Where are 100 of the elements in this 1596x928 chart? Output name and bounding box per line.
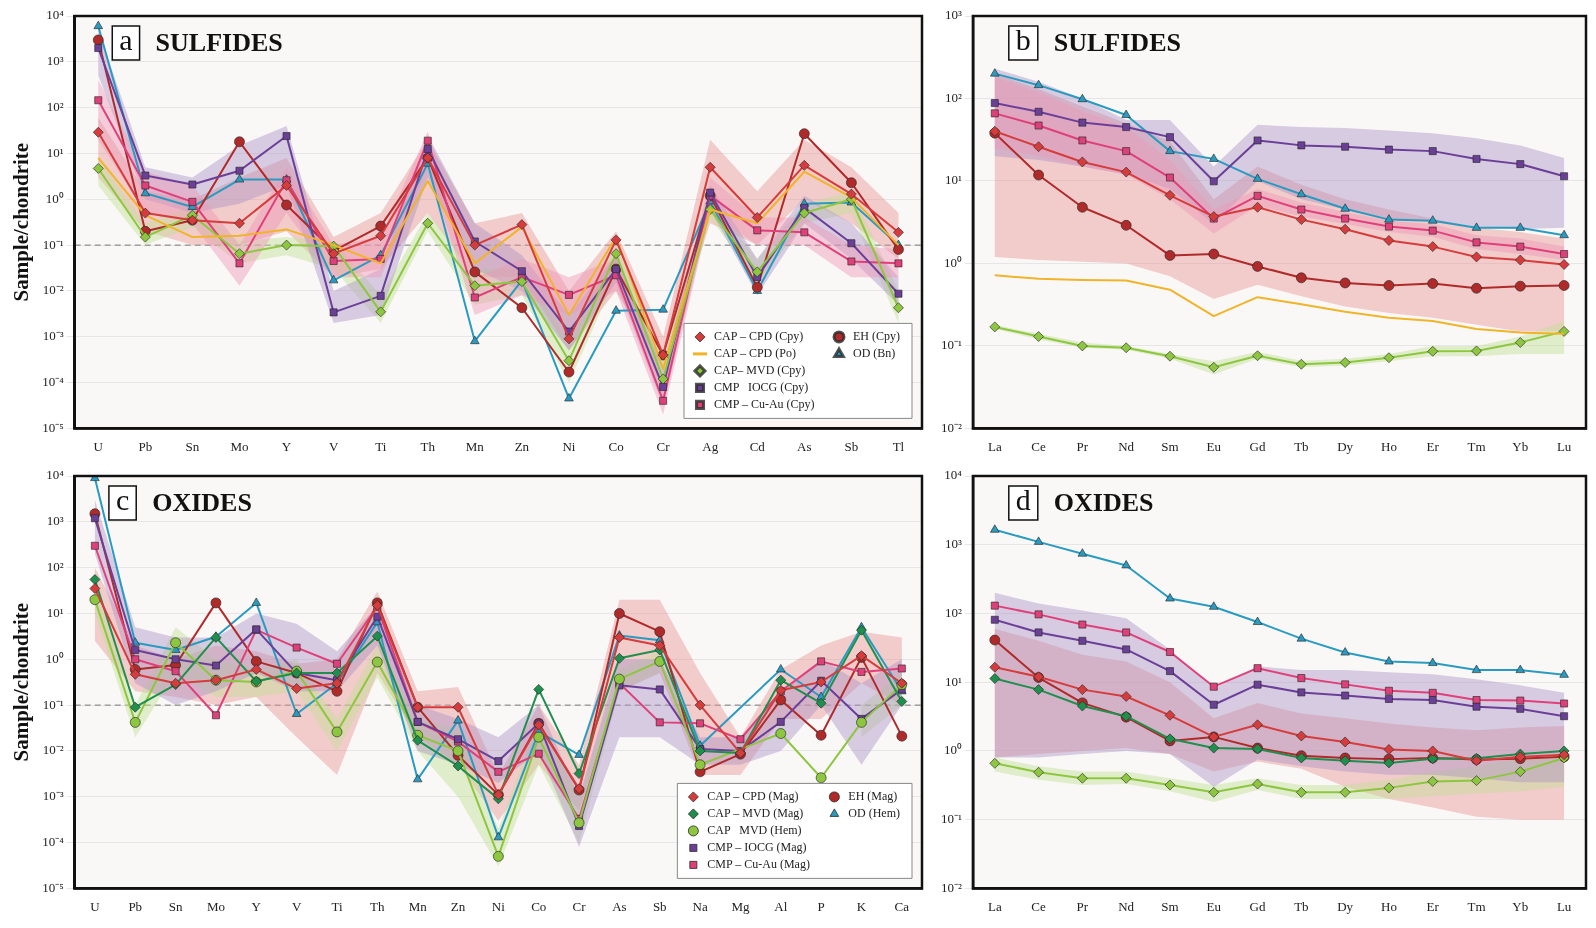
x-tick-label: Co xyxy=(608,438,624,454)
y-tick-label: 10² xyxy=(944,604,962,620)
x-tick-label: Yb xyxy=(1512,438,1529,454)
x-tick-label: Sb xyxy=(652,898,667,914)
x-tick-label: Tl xyxy=(892,438,905,454)
x-tick-label: Zn xyxy=(450,898,466,914)
x-tick-label: Pr xyxy=(1076,898,1089,914)
x-tick-label: La xyxy=(987,898,1002,914)
x-tick-label: Al xyxy=(774,898,788,914)
y-tick-label: 10⁻² xyxy=(42,742,64,758)
y-tick-label: 10⁰ xyxy=(45,650,64,666)
legend-label: CMP – Cu-Au (Mag) xyxy=(707,857,810,872)
x-tick-label: Zn xyxy=(514,438,530,454)
x-tick-label: Ni xyxy=(491,898,506,914)
x-tick-label: Co xyxy=(531,898,547,914)
x-tick-label: Ho xyxy=(1380,438,1397,454)
x-tick-label: Ca xyxy=(894,898,910,914)
text: SULFIDES xyxy=(1053,27,1181,57)
y-tick-label: 10¹ xyxy=(46,144,64,160)
y-tick-label: 10¹ xyxy=(944,673,962,689)
x-tick-label: Gd xyxy=(1249,438,1266,454)
y-tick-label: 10⁻¹ xyxy=(940,811,962,827)
x-tick-label: As xyxy=(612,898,627,914)
x-tick-label: Lu xyxy=(1556,898,1572,914)
legend-label: CMP – Cu-Au (Cpy) xyxy=(714,397,815,412)
annotation: c xyxy=(115,482,130,516)
y-axis-title: Sample/chondrite xyxy=(9,602,34,762)
x-tick-label: Pb xyxy=(138,438,153,454)
x-tick-label: Mn xyxy=(465,438,485,454)
legend-label: CMP IOCG (Cpy) xyxy=(714,380,809,395)
chart-title: OXIDES xyxy=(1053,487,1154,517)
x-tick-label: Gd xyxy=(1249,898,1266,914)
x-tick-label: Dy xyxy=(1337,438,1354,454)
y-tick-label: 10¹ xyxy=(944,172,962,188)
x-tick-label: Cr xyxy=(572,898,587,914)
y-tick-label: 10⁻⁴ xyxy=(42,374,65,389)
legend-label: CAP MVD (Hem) xyxy=(707,823,802,838)
x-tick-label: Tm xyxy=(1467,438,1486,454)
x-tick-label: Sm xyxy=(1161,898,1179,914)
x-tick-label: Mn xyxy=(408,898,428,914)
x-tick-label: Th xyxy=(370,898,386,914)
y-tick-label: 10¹ xyxy=(46,604,64,620)
x-tick-label: Yb xyxy=(1512,898,1529,914)
x-tick-label: Ce xyxy=(1031,898,1047,914)
x-tick-label: U xyxy=(93,438,104,454)
y-tick-label: 10⁻⁵ xyxy=(42,419,64,435)
text: OXIDES xyxy=(152,487,252,517)
x-tick-label: U xyxy=(90,898,101,914)
y-tick-label: 10⁻⁴ xyxy=(42,834,65,849)
legend-label: EH (Cpy) xyxy=(853,329,901,344)
x-tick-label: Er xyxy=(1426,438,1440,454)
x-tick-label: Tm xyxy=(1467,898,1486,914)
annotation: b xyxy=(1015,22,1031,56)
legend-label: CAP – MVD (Mag) xyxy=(707,806,804,821)
x-tick-label: Ti xyxy=(375,438,387,454)
y-tick-label: 10² xyxy=(46,559,64,575)
x-tick-label: Mo xyxy=(230,438,249,454)
y-tick-label: 10⁰ xyxy=(45,190,64,206)
x-tick-label: Lu xyxy=(1556,438,1572,454)
x-tick-label: Y xyxy=(281,438,292,454)
x-tick-label: Dy xyxy=(1337,898,1354,914)
x-tick-label: Sn xyxy=(185,438,200,454)
legend-label: OD (Bn) xyxy=(853,346,896,361)
y-tick-label: 10² xyxy=(46,99,64,115)
x-tick-label: Pr xyxy=(1076,438,1089,454)
x-tick-label: V xyxy=(328,438,339,454)
y-tick-label: 10³ xyxy=(944,536,962,552)
x-tick-label: Cd xyxy=(749,438,766,454)
legend-label: CAP – CPD (Mag) xyxy=(707,789,799,804)
y-tick-label: 10² xyxy=(944,89,962,105)
annotation: a xyxy=(119,22,133,56)
x-tick-label: K xyxy=(856,898,867,914)
y-tick-label: 10⁻⁵ xyxy=(42,879,64,895)
x-tick-label: P xyxy=(817,898,825,914)
y-tick-label: 10⁴ xyxy=(46,467,65,483)
y-axis-title: Sample/chondrite xyxy=(9,142,34,302)
x-tick-label: Mg xyxy=(731,898,750,914)
x-tick-label: Er xyxy=(1426,898,1440,914)
y-tick-label: 10⁻² xyxy=(42,282,64,298)
text: SULFIDES xyxy=(155,27,283,57)
x-tick-label: Ni xyxy=(562,438,576,454)
x-tick-label: Tb xyxy=(1294,898,1309,914)
x-tick-label: Ag xyxy=(702,438,719,454)
x-tick-label: Th xyxy=(420,438,436,454)
x-tick-label: Sb xyxy=(844,438,859,454)
y-tick-label: 10⁰ xyxy=(943,254,962,270)
y-tick-label: 10⁻³ xyxy=(42,788,64,804)
x-tick-label: Sn xyxy=(168,898,183,914)
legend-label: CAP– MVD (Cpy) xyxy=(714,363,806,378)
x-tick-label: Nd xyxy=(1118,898,1135,914)
x-tick-label: Eu xyxy=(1206,438,1222,454)
annotation: d xyxy=(1015,482,1031,516)
x-tick-label: Pb xyxy=(128,898,143,914)
x-tick-label: Y xyxy=(251,898,262,914)
y-tick-label: 10⁴ xyxy=(944,467,963,483)
y-tick-label: 10⁻² xyxy=(940,879,962,895)
y-tick-label: 10⁻³ xyxy=(42,328,64,344)
y-tick-label: 10⁻² xyxy=(940,419,962,435)
x-tick-label: Nd xyxy=(1118,438,1135,454)
legend-label: CAP – CPD (Cpy) xyxy=(714,329,804,344)
